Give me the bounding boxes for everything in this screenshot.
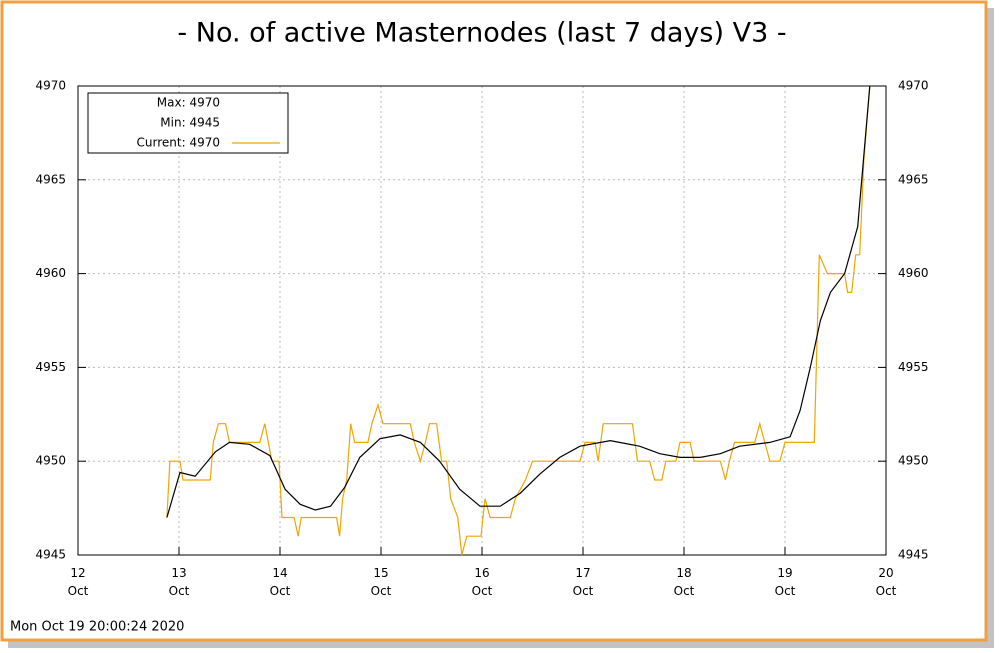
y-tick-label: 4945	[35, 548, 66, 562]
y-tick-label: 4955	[35, 360, 66, 374]
chart-title: - No. of active Masternodes (last 7 days…	[177, 18, 786, 49]
x-tick-label: 14 Oct	[269, 566, 291, 598]
legend-text: Max: 4970	[157, 96, 220, 110]
y2-tick-label: 4950	[898, 454, 929, 468]
footer: Mon Oct 19 20:00:24 2020	[10, 620, 184, 635]
x-tick-label: 20 Oct	[875, 566, 897, 598]
y2-tick-label: 4965	[898, 172, 929, 186]
x-tick-label: 13 Oct	[168, 566, 190, 598]
y2-tick-label: 4955	[898, 360, 929, 374]
y-tick-label: 4965	[35, 172, 66, 186]
series-line	[166, 85, 871, 518]
legend-text: Current: 4970	[137, 136, 220, 150]
y2-tick-label: 4945	[898, 548, 929, 562]
x-tick-label: 15 Oct	[370, 566, 392, 598]
x-tick-label: 19 Oct	[774, 566, 796, 598]
x-tick-label: 18 Oct	[673, 566, 695, 598]
x-tick-label: 17 Oct	[572, 566, 594, 598]
plot-border	[77, 85, 887, 556]
series-line	[166, 85, 871, 556]
x-tick-label: 12 Oct	[67, 566, 89, 598]
y-tick-label: 4970	[35, 79, 66, 93]
y-tick-label: 4960	[35, 266, 66, 280]
y-tick-label: 4950	[35, 454, 66, 468]
legend-text: Min: 4945	[160, 116, 220, 130]
y2-tick-label: 4970	[898, 79, 929, 93]
y2-tick-label: 4960	[898, 266, 929, 280]
x-tick-label: 16 Oct	[471, 566, 493, 598]
